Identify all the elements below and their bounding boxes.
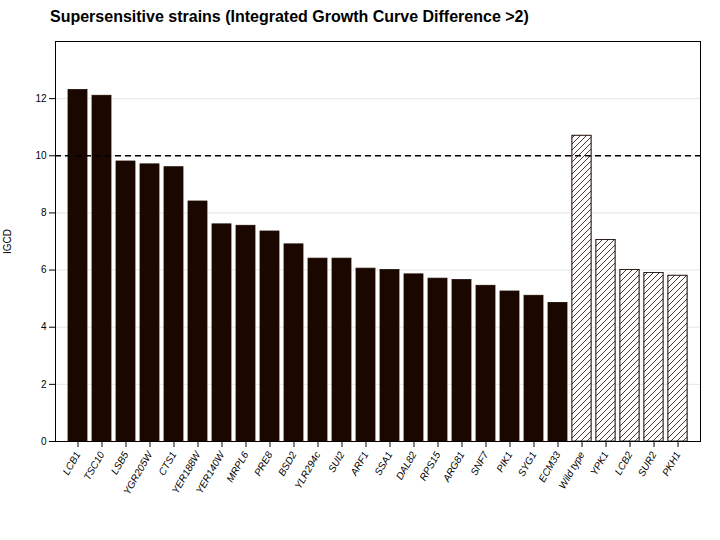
svg-text:10: 10 — [35, 150, 47, 161]
svg-text:Wild type: Wild type — [556, 449, 586, 490]
svg-text:MRPL6: MRPL6 — [224, 449, 250, 484]
html-text:Supersensitive strains (Integr: Supersensitive strains (Integrated Growt… — [50, 8, 529, 25]
svg-text:LSB5: LSB5 — [109, 449, 131, 476]
svg-text:LCB1: LCB1 — [60, 450, 82, 477]
svg-text:IGCD: IGCD — [2, 229, 13, 254]
svg-text:SSA1: SSA1 — [372, 450, 394, 478]
svg-text:YLR294c: YLR294c — [292, 450, 322, 491]
svg-text:SYG1: SYG1 — [516, 450, 539, 479]
svg-text:RPS15: RPS15 — [417, 449, 443, 482]
svg-text:ARF1: ARF1 — [348, 450, 371, 479]
svg-text:CTS1: CTS1 — [156, 450, 178, 478]
svg-text:6: 6 — [41, 264, 47, 275]
svg-text:YER188W: YER188W — [169, 449, 203, 496]
svg-text:TSC10: TSC10 — [81, 449, 106, 482]
svg-text:8: 8 — [41, 207, 47, 218]
svg-text:YGR205W: YGR205W — [121, 448, 155, 496]
svg-text:SNF7: SNF7 — [468, 449, 491, 477]
svg-text:BSD2: BSD2 — [276, 449, 299, 478]
svg-text:2: 2 — [41, 379, 47, 390]
svg-text:4: 4 — [41, 321, 47, 332]
svg-text:YPK1: YPK1 — [588, 450, 610, 478]
svg-text:12: 12 — [35, 93, 47, 104]
svg-text:PRE8: PRE8 — [252, 449, 275, 478]
svg-text:0: 0 — [41, 436, 47, 447]
svg-text:PIK1: PIK1 — [494, 450, 514, 474]
svg-text:DAL82: DAL82 — [394, 449, 419, 481]
svg-text:SUR2: SUR2 — [636, 449, 659, 478]
svg-text:YER140W: YER140W — [194, 448, 228, 495]
svg-text:ARG81: ARG81 — [440, 450, 466, 485]
svg-text:LCB2: LCB2 — [612, 449, 634, 477]
svg-text:SUI2: SUI2 — [326, 449, 347, 474]
svg-text:ECM33: ECM33 — [536, 449, 562, 484]
svg-text:PKH1: PKH1 — [660, 450, 683, 478]
